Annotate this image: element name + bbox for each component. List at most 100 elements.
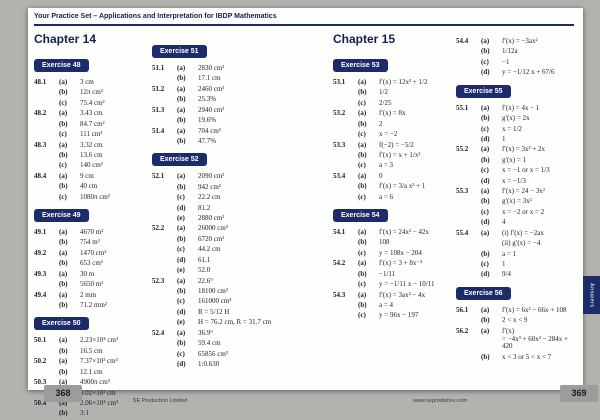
answer-row: (c) 111 cm² (34, 130, 152, 139)
answer-part-label: (b) (59, 259, 68, 268)
answer-id (152, 184, 175, 192)
answer-id (456, 69, 479, 77)
answer-id (34, 410, 57, 418)
exercise-badge: Exercise 51 (152, 45, 207, 58)
answer-id (152, 351, 175, 359)
answer-value: 1:0.630 (198, 359, 220, 368)
answer-id: 52.4 (152, 328, 165, 337)
answer-value: 2460 cm³ (198, 84, 225, 93)
answer-row: 49.3 (a) 30 m (34, 270, 152, 279)
answer-part-label: (a) (59, 171, 68, 180)
answer-id (333, 131, 356, 139)
answer-row: 50.1 (a) 2.23×10⁴ cm³ (34, 337, 152, 345)
answer-row: (b) 5650 m² (34, 280, 152, 289)
answer-id (34, 348, 57, 356)
answer-part-label: (b) (358, 238, 367, 247)
answer-row: (d) 4 (456, 218, 578, 227)
answer-value: 111 cm² (80, 130, 103, 139)
answer-value: a = 1 (502, 249, 517, 258)
answer-id (333, 239, 356, 247)
header-rule (34, 24, 574, 26)
answer-id: 51.1 (152, 64, 165, 72)
answer-id (456, 261, 479, 269)
answer-id (456, 48, 479, 56)
answer-id (456, 240, 479, 248)
chapter-heading-14: Chapter 14 (34, 32, 97, 46)
answer-part-label: (b) (177, 95, 186, 104)
answer-part-label: (b) (358, 150, 367, 159)
answer-part-label: (a) (481, 37, 490, 45)
answer-row: (b) 13.6 cm (34, 151, 152, 160)
answer-part-label: (b) (177, 287, 186, 296)
answer-part-label: (a) (358, 228, 367, 237)
answer-id (333, 194, 356, 202)
answer-id (333, 89, 356, 97)
answer-row: 53.2 (a) f′(x) = 8x (333, 109, 457, 118)
answer-row: (e) 52.0 (152, 266, 304, 275)
answer-id (34, 302, 57, 310)
answer-row: 54.3 (a) f′(x) = 3ax² − 4x (333, 290, 457, 300)
answer-value: f′(x) = 4x − 1 (502, 103, 540, 112)
answer-part-label: (d) (481, 270, 490, 279)
answer-row: (b) 71.2 mm² (34, 301, 152, 310)
answer-id (333, 152, 356, 160)
answer-value: y = −1/11 x − 10/11 (379, 280, 435, 289)
answer-value: 0 (379, 171, 383, 180)
answer-part-label: (c) (358, 98, 366, 107)
answer-id (34, 121, 57, 129)
answer-row: (b) 754 m² (34, 239, 152, 247)
answer-id (333, 302, 356, 310)
answer-row: (b) a = 4 (333, 301, 457, 310)
answer-id (34, 194, 57, 202)
column-chapter14-right: Exercise 51 51.1 (a) 2830 cm³ (b) 17.1 cm 51.2… (152, 40, 304, 371)
answer-value: 4 (502, 218, 506, 227)
answer-part-label: (a) (358, 290, 367, 299)
answer-value: 1 (502, 134, 506, 143)
answer-id (34, 369, 57, 377)
answer-part-label: (b) (358, 269, 367, 278)
answer-row: (c) 44.2 cm (152, 245, 304, 254)
answer-value: f′(x) = 8x (379, 109, 406, 118)
answer-value: 754 m² (80, 238, 100, 247)
answer-id (34, 100, 57, 108)
answer-part-label (481, 240, 500, 248)
answer-id (456, 354, 479, 362)
answer-value: f′(x) = 3x² + 2x (502, 145, 546, 154)
answer-part-label: (c) (358, 130, 366, 139)
answer-row: (c) a = 3 (333, 162, 457, 170)
answer-part-label: (a) (481, 103, 490, 112)
answer-part-label: (b) (59, 367, 68, 376)
exercise-badge: Exercise 52 (152, 153, 207, 167)
answer-part-label: (c) (177, 297, 185, 306)
answer-row: 48.2 (a) 3.43 cm (34, 109, 152, 118)
answer-row: (b) 1/12a (456, 48, 578, 56)
answer-row: (b) 12.1 cm (34, 367, 152, 377)
answer-part-label: (a) (358, 140, 367, 149)
answer-part-label: (d) (177, 203, 186, 212)
answer-id: 51.2 (152, 84, 165, 93)
answer-value: g′(x) = 1 (502, 155, 527, 164)
answer-row: (b) 16.5 cm (34, 347, 152, 356)
answer-part-label: (a) (177, 276, 186, 285)
answer-id: 54.4 (456, 37, 469, 45)
answer-part-label: (b) (481, 155, 490, 164)
answer-row: (b) 2 (333, 120, 457, 129)
answer-part-label: (c) (358, 280, 366, 289)
answer-value: 9/4 (502, 270, 511, 279)
answer-value: (ii) g′(x) = −4 (502, 239, 541, 248)
answer-part-label: (a) (358, 171, 367, 180)
answer-part-label: (d) (481, 134, 490, 143)
answer-part-label: (d) (177, 359, 186, 368)
answer-value: 140 cm² (80, 161, 103, 170)
answer-row: 53.1 (a) f′(x) = 12x² + 1/2 (333, 78, 457, 87)
answer-part-label: (c) (59, 98, 67, 107)
answer-id (152, 75, 175, 83)
answer-id (333, 312, 356, 320)
answer-row: (c) 75.4 cm² (34, 98, 152, 108)
answer-value: 22.2 cm (198, 193, 221, 202)
answer-value: 3.43 cm (80, 109, 103, 118)
answer-part-label: (b) (481, 197, 490, 206)
exercise-badge: Exercise 50 (34, 317, 89, 331)
answer-id: 49.4 (34, 290, 47, 299)
chapter-heading-15: Chapter 15 (333, 32, 396, 46)
